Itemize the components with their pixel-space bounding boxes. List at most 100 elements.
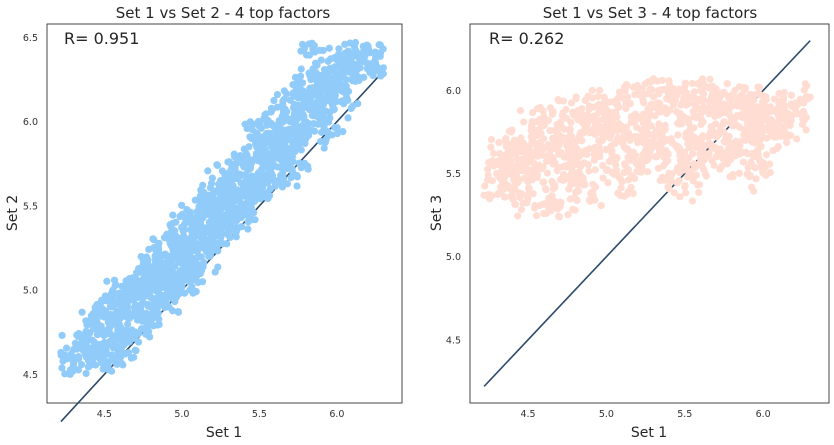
data-point [752, 148, 760, 156]
data-point [636, 133, 645, 142]
data-point [547, 207, 555, 215]
data-point [154, 321, 162, 329]
data-point [611, 161, 620, 169]
data-point [624, 153, 632, 161]
x-tick-label: 6.0 [329, 409, 344, 420]
data-point [677, 101, 685, 109]
data-point [308, 126, 316, 134]
data-point [318, 71, 326, 79]
x-tick-label: 5.0 [174, 409, 189, 420]
data-point [300, 130, 309, 138]
data-point [136, 303, 144, 311]
data-point [508, 126, 516, 134]
data-point [347, 104, 355, 113]
data-point [784, 115, 792, 123]
plot-area-frame [469, 23, 830, 404]
data-point [606, 144, 614, 153]
data-point [215, 204, 223, 212]
data-point [626, 148, 634, 156]
data-point [544, 199, 552, 207]
data-point [496, 150, 504, 158]
data-point [605, 158, 613, 166]
data-point [519, 155, 527, 163]
data-point [243, 157, 251, 165]
data-point [305, 51, 314, 59]
data-point [780, 88, 788, 97]
data-point [288, 137, 296, 145]
data-point [590, 150, 598, 158]
data-point [668, 138, 676, 147]
data-point [774, 127, 782, 135]
data-point [188, 283, 196, 291]
data-point [108, 351, 116, 359]
data-point [152, 263, 161, 271]
data-point [755, 83, 763, 91]
data-point [177, 259, 186, 267]
data-point [601, 126, 610, 134]
data-point [196, 243, 204, 252]
data-point [214, 263, 222, 271]
data-point [726, 92, 735, 100]
data-point [236, 170, 244, 178]
data-point [346, 39, 354, 47]
data-point [604, 179, 612, 187]
data-point [656, 141, 664, 149]
data-point [248, 172, 256, 180]
data-point [773, 120, 781, 128]
data-point [622, 104, 630, 113]
data-point [279, 177, 288, 185]
data-point [183, 205, 191, 214]
data-point [780, 125, 788, 133]
data-point [754, 90, 763, 98]
data-point [147, 263, 155, 271]
data-point [791, 104, 799, 113]
data-point [86, 329, 94, 337]
data-point [692, 171, 700, 179]
data-point [671, 86, 679, 94]
data-point [124, 278, 133, 287]
data-point [139, 269, 148, 277]
data-point [600, 133, 608, 141]
data-point [656, 176, 664, 184]
data-point [803, 82, 811, 90]
data-point [193, 207, 201, 216]
data-point [529, 190, 537, 198]
x-axis-label: Set 1 [206, 425, 242, 441]
data-point [650, 133, 658, 141]
data-point [533, 131, 541, 139]
data-point [670, 189, 678, 197]
data-point [333, 124, 341, 132]
data-point [592, 118, 600, 126]
data-point [578, 137, 586, 145]
data-point [508, 186, 517, 195]
data-point [747, 109, 755, 117]
data-point [269, 122, 277, 130]
data-point [690, 137, 698, 146]
data-point [499, 177, 507, 185]
data-point [99, 355, 108, 363]
data-point [646, 85, 654, 93]
data-point [78, 308, 86, 316]
data-point [697, 160, 705, 169]
data-point [200, 188, 208, 196]
data-point [682, 189, 690, 197]
data-point [297, 65, 305, 73]
data-point [688, 79, 696, 88]
data-point [757, 128, 765, 136]
data-point [544, 140, 552, 149]
data-point [564, 211, 572, 219]
data-point [769, 147, 777, 155]
data-point [175, 268, 183, 277]
data-point [596, 148, 604, 156]
data-point [571, 194, 579, 202]
y-tick-label: 6.0 [446, 86, 461, 97]
data-point [484, 165, 492, 173]
data-point [682, 101, 691, 109]
data-point [676, 145, 684, 153]
data-point [338, 97, 346, 105]
data-point [339, 88, 347, 96]
data-point [555, 141, 563, 150]
data-point [715, 111, 723, 119]
data-point [629, 189, 637, 198]
data-point [647, 100, 656, 108]
